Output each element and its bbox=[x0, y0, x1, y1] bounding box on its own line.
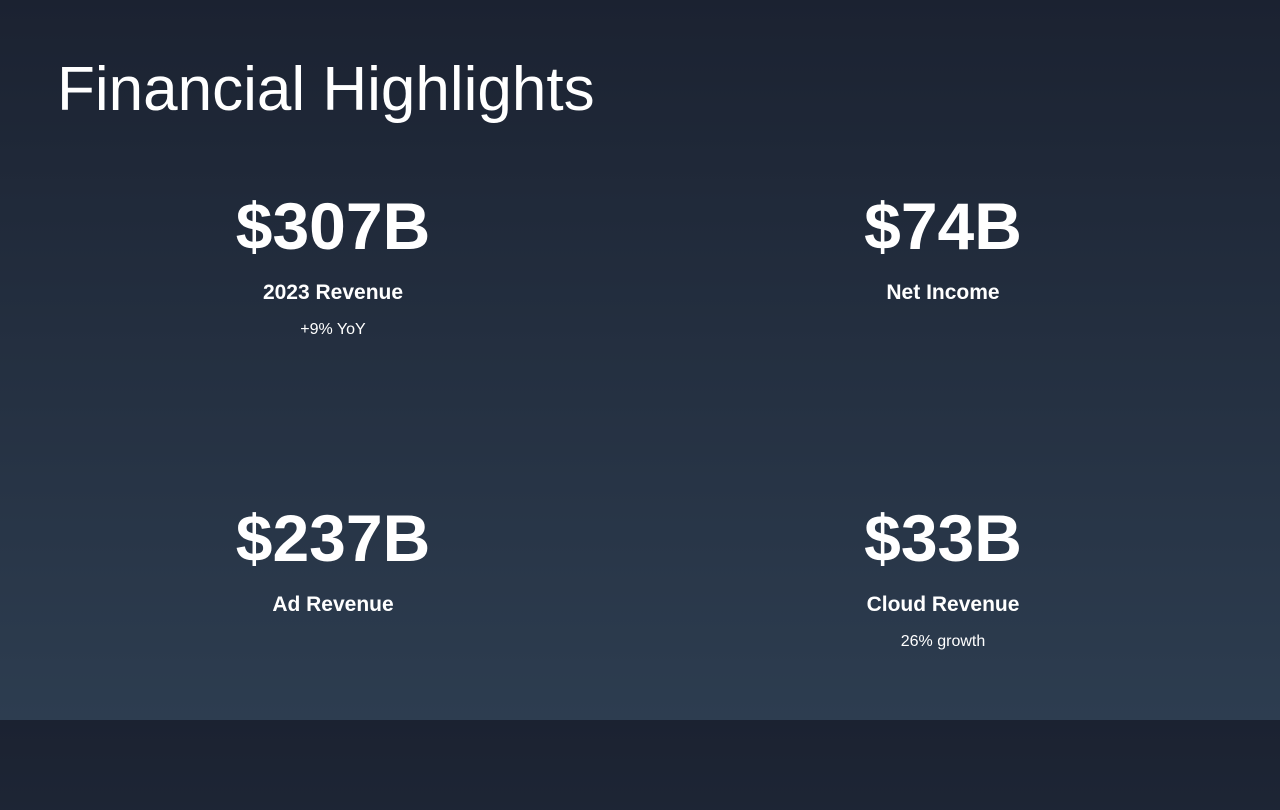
metric-value: $307B bbox=[235, 189, 431, 263]
metric-revenue: $307B 2023 Revenue +9% YoY bbox=[57, 186, 609, 498]
metric-label: 2023 Revenue bbox=[262, 281, 404, 304]
metric-net-income: $74B Net Income bbox=[667, 186, 1219, 498]
metric-label: Cloud Revenue bbox=[866, 593, 1020, 616]
metric-label: Ad Revenue bbox=[272, 593, 394, 616]
metric-value: $74B bbox=[864, 189, 1022, 263]
metric-sub: +9% YoY bbox=[300, 321, 366, 338]
metrics-grid: $307B 2023 Revenue +9% YoY $74B Net Inco… bbox=[57, 186, 1219, 810]
page-title: Financial Highlights bbox=[57, 55, 595, 124]
metric-sub: 26% growth bbox=[900, 633, 986, 650]
metric-value: $237B bbox=[235, 501, 431, 575]
metric-label: Net Income bbox=[886, 281, 1000, 304]
metric-cloud-revenue: $33B Cloud Revenue 26% growth bbox=[667, 498, 1219, 810]
metric-ad-revenue: $237B Ad Revenue bbox=[57, 498, 609, 810]
metric-value: $33B bbox=[864, 501, 1022, 575]
